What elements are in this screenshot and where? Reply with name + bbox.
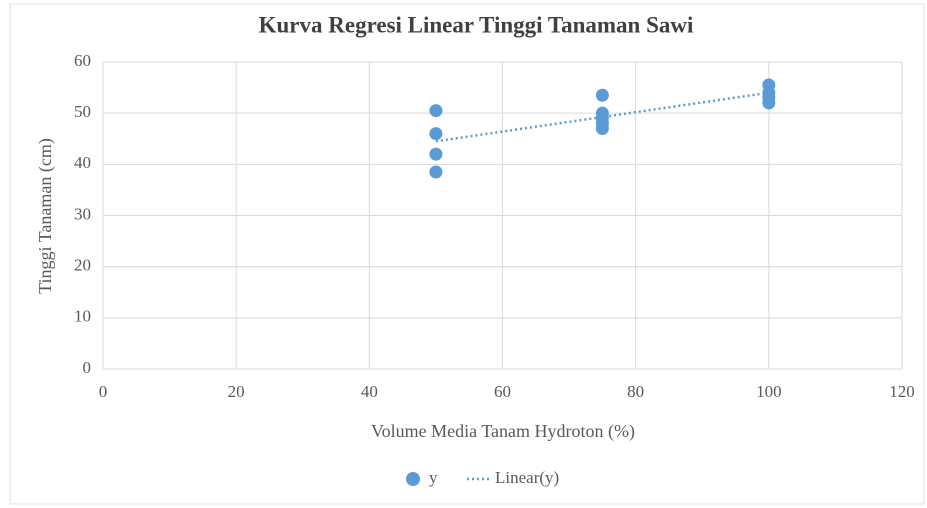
y-tick-label: 20	[74, 256, 91, 275]
x-tick-label: 80	[627, 382, 644, 401]
y-tick-label: 10	[74, 307, 91, 326]
chart-title: Kurva Regresi Linear Tinggi Tanaman Sawi	[259, 12, 694, 37]
legend-label: Linear(y)	[495, 468, 559, 487]
scatter-point	[595, 122, 609, 136]
x-tick-label: 40	[361, 382, 378, 401]
x-axis-title: Volume Media Tanam Hydroton (%)	[371, 421, 635, 442]
x-tick-label: 0	[99, 382, 108, 401]
y-tick-label: 40	[74, 153, 91, 172]
y-tick-label: 60	[74, 51, 91, 70]
scatter-point	[429, 165, 443, 179]
legend-label: y	[429, 468, 438, 487]
scatter-point	[762, 96, 776, 110]
trendline	[435, 91, 770, 143]
scatter-point	[429, 104, 443, 118]
x-tick-label: 60	[494, 382, 511, 401]
y-tick-label: 0	[83, 358, 92, 377]
x-tick-label: 100	[756, 382, 782, 401]
y-tick-label: 30	[74, 204, 91, 223]
x-tick-label: 120	[889, 382, 915, 401]
x-tick-label: 20	[228, 382, 245, 401]
y-tick-label: 50	[74, 102, 91, 121]
scatter-point	[429, 127, 443, 141]
scatter-point	[429, 147, 443, 161]
legend-swatch	[406, 472, 420, 486]
y-axis-title: Tinggi Tanaman (cm)	[35, 138, 56, 294]
scatter-point	[595, 88, 609, 102]
